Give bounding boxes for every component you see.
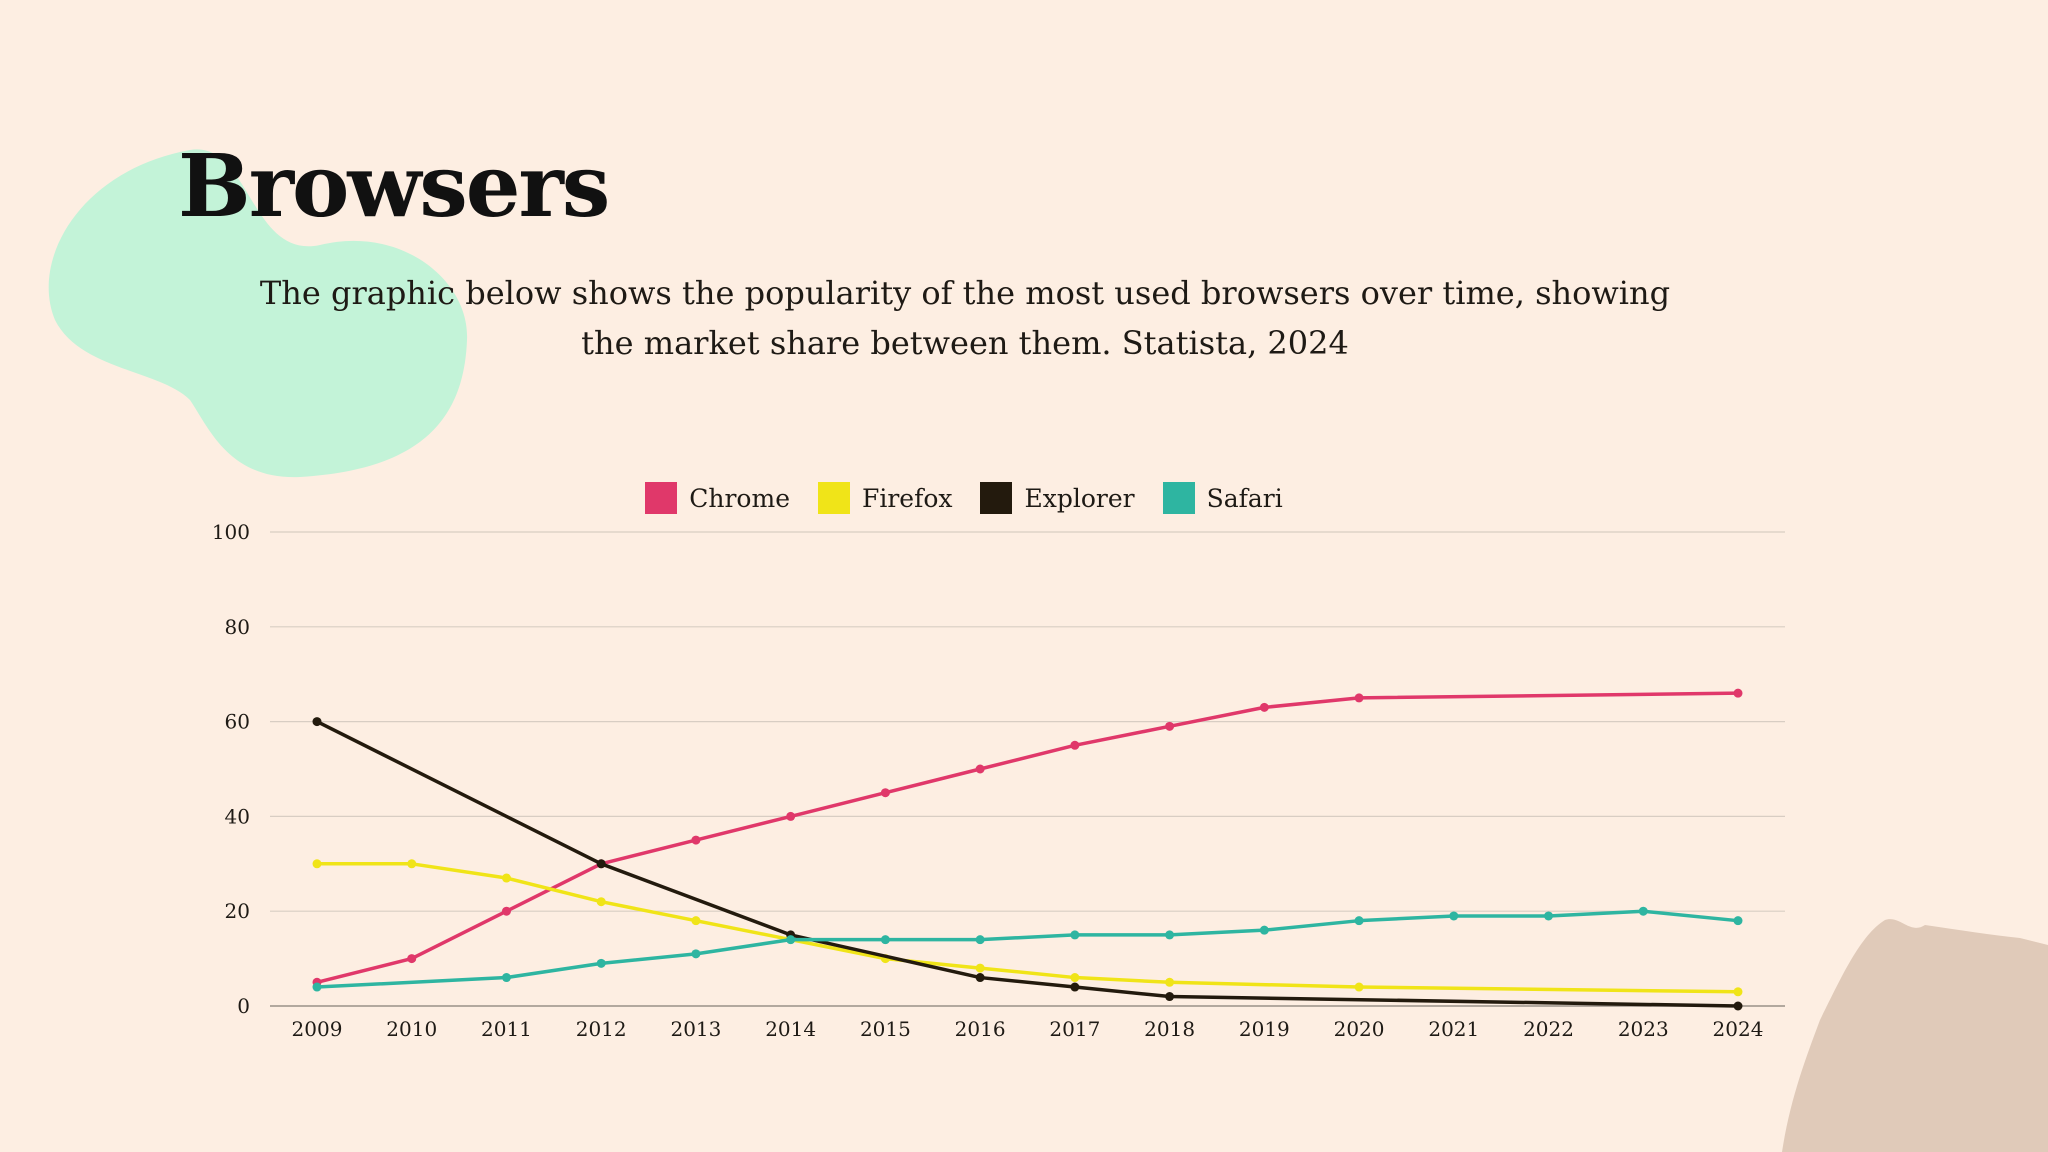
y-tick-label: 40 bbox=[225, 804, 250, 828]
data-point-firefox bbox=[691, 916, 701, 926]
y-tick-label: 60 bbox=[225, 710, 250, 734]
data-point-safari bbox=[786, 935, 796, 945]
legend-label-chrome: Chrome bbox=[689, 483, 790, 513]
data-point-explorer bbox=[596, 859, 606, 869]
data-point-safari bbox=[1354, 916, 1364, 926]
data-point-chrome bbox=[407, 954, 417, 964]
green-blob bbox=[48, 149, 468, 478]
data-point-chrome bbox=[691, 835, 701, 845]
data-point-explorer bbox=[1070, 982, 1080, 992]
legend-item-safari: Safari bbox=[1162, 482, 1283, 514]
legend-swatch-firefox bbox=[817, 482, 850, 514]
legend-item-firefox: Firefox bbox=[817, 482, 953, 514]
data-point-explorer bbox=[975, 973, 985, 983]
x-tick-label: 2022 bbox=[1523, 1017, 1574, 1041]
data-point-chrome bbox=[880, 788, 890, 798]
data-point-firefox bbox=[501, 873, 511, 883]
x-tick-label: 2011 bbox=[481, 1017, 532, 1041]
legend-label-firefox: Firefox bbox=[861, 483, 953, 513]
x-tick-label: 2024 bbox=[1713, 1017, 1764, 1041]
data-point-safari bbox=[1070, 930, 1080, 940]
data-point-safari bbox=[880, 935, 890, 945]
data-point-explorer bbox=[312, 717, 322, 727]
data-point-safari bbox=[1733, 916, 1743, 926]
data-point-chrome bbox=[1165, 721, 1175, 731]
data-point-safari bbox=[1165, 930, 1175, 940]
legend-swatch-chrome bbox=[645, 482, 678, 514]
x-tick-label: 2013 bbox=[670, 1017, 721, 1041]
x-tick-label: 2023 bbox=[1618, 1017, 1669, 1041]
data-point-safari bbox=[1544, 911, 1554, 921]
legend-item-explorer: Explorer bbox=[980, 482, 1135, 514]
series-line-explorer bbox=[316, 720, 1739, 1008]
data-point-safari bbox=[1259, 925, 1269, 935]
data-point-firefox bbox=[975, 963, 985, 973]
x-tick-label: 2020 bbox=[1334, 1017, 1385, 1041]
x-tick-label: 2021 bbox=[1428, 1017, 1479, 1041]
data-point-safari bbox=[501, 973, 511, 983]
chart-legend: Chrome Firefox Explorer Safari bbox=[0, 482, 1928, 514]
x-tick-label: 2017 bbox=[1049, 1017, 1100, 1041]
legend-item-chrome: Chrome bbox=[645, 482, 790, 514]
x-tick-label: 2010 bbox=[386, 1017, 437, 1041]
y-tick-label: 100 bbox=[212, 520, 250, 544]
data-point-firefox bbox=[596, 897, 606, 907]
data-point-chrome bbox=[1259, 702, 1269, 712]
x-tick-label: 2015 bbox=[860, 1017, 911, 1041]
data-point-firefox bbox=[1354, 982, 1364, 992]
data-point-chrome bbox=[1354, 693, 1364, 703]
data-point-firefox bbox=[1165, 977, 1175, 987]
data-point-firefox bbox=[1070, 973, 1080, 983]
data-point-safari bbox=[691, 949, 701, 959]
x-tick-label: 2009 bbox=[292, 1017, 343, 1041]
data-point-chrome bbox=[1070, 740, 1080, 750]
x-tick-label: 2019 bbox=[1239, 1017, 1290, 1041]
data-point-explorer bbox=[1733, 1001, 1743, 1011]
data-point-firefox bbox=[407, 859, 417, 869]
data-point-safari bbox=[1638, 906, 1648, 916]
legend-swatch-explorer bbox=[980, 482, 1013, 514]
slide-title: Browsers bbox=[178, 136, 610, 237]
y-tick-label: 20 bbox=[225, 899, 250, 923]
x-tick-label: 2014 bbox=[765, 1017, 816, 1041]
legend-label-safari: Safari bbox=[1206, 483, 1283, 513]
series-line-safari bbox=[316, 909, 1739, 989]
data-point-explorer bbox=[1165, 992, 1175, 1002]
data-point-chrome bbox=[975, 764, 985, 774]
y-tick-label: 0 bbox=[237, 994, 250, 1018]
data-point-safari bbox=[312, 982, 322, 992]
legend-label-explorer: Explorer bbox=[1024, 483, 1135, 513]
legend-swatch-safari bbox=[1162, 482, 1195, 514]
y-tick-label: 80 bbox=[225, 615, 250, 639]
data-point-firefox bbox=[312, 859, 322, 869]
data-point-safari bbox=[596, 958, 606, 968]
data-point-chrome bbox=[501, 906, 511, 916]
data-point-chrome bbox=[786, 811, 796, 821]
data-point-safari bbox=[975, 935, 985, 945]
data-point-chrome bbox=[1733, 688, 1743, 698]
slide-subtitle: The graphic below shows the popularity o… bbox=[259, 274, 1671, 362]
x-tick-label: 2016 bbox=[955, 1017, 1006, 1041]
data-point-firefox bbox=[1733, 987, 1743, 997]
tan-blob bbox=[1782, 919, 2048, 1152]
data-point-safari bbox=[1449, 911, 1459, 921]
x-tick-label: 2012 bbox=[576, 1017, 627, 1041]
x-tick-label: 2018 bbox=[1144, 1017, 1195, 1041]
